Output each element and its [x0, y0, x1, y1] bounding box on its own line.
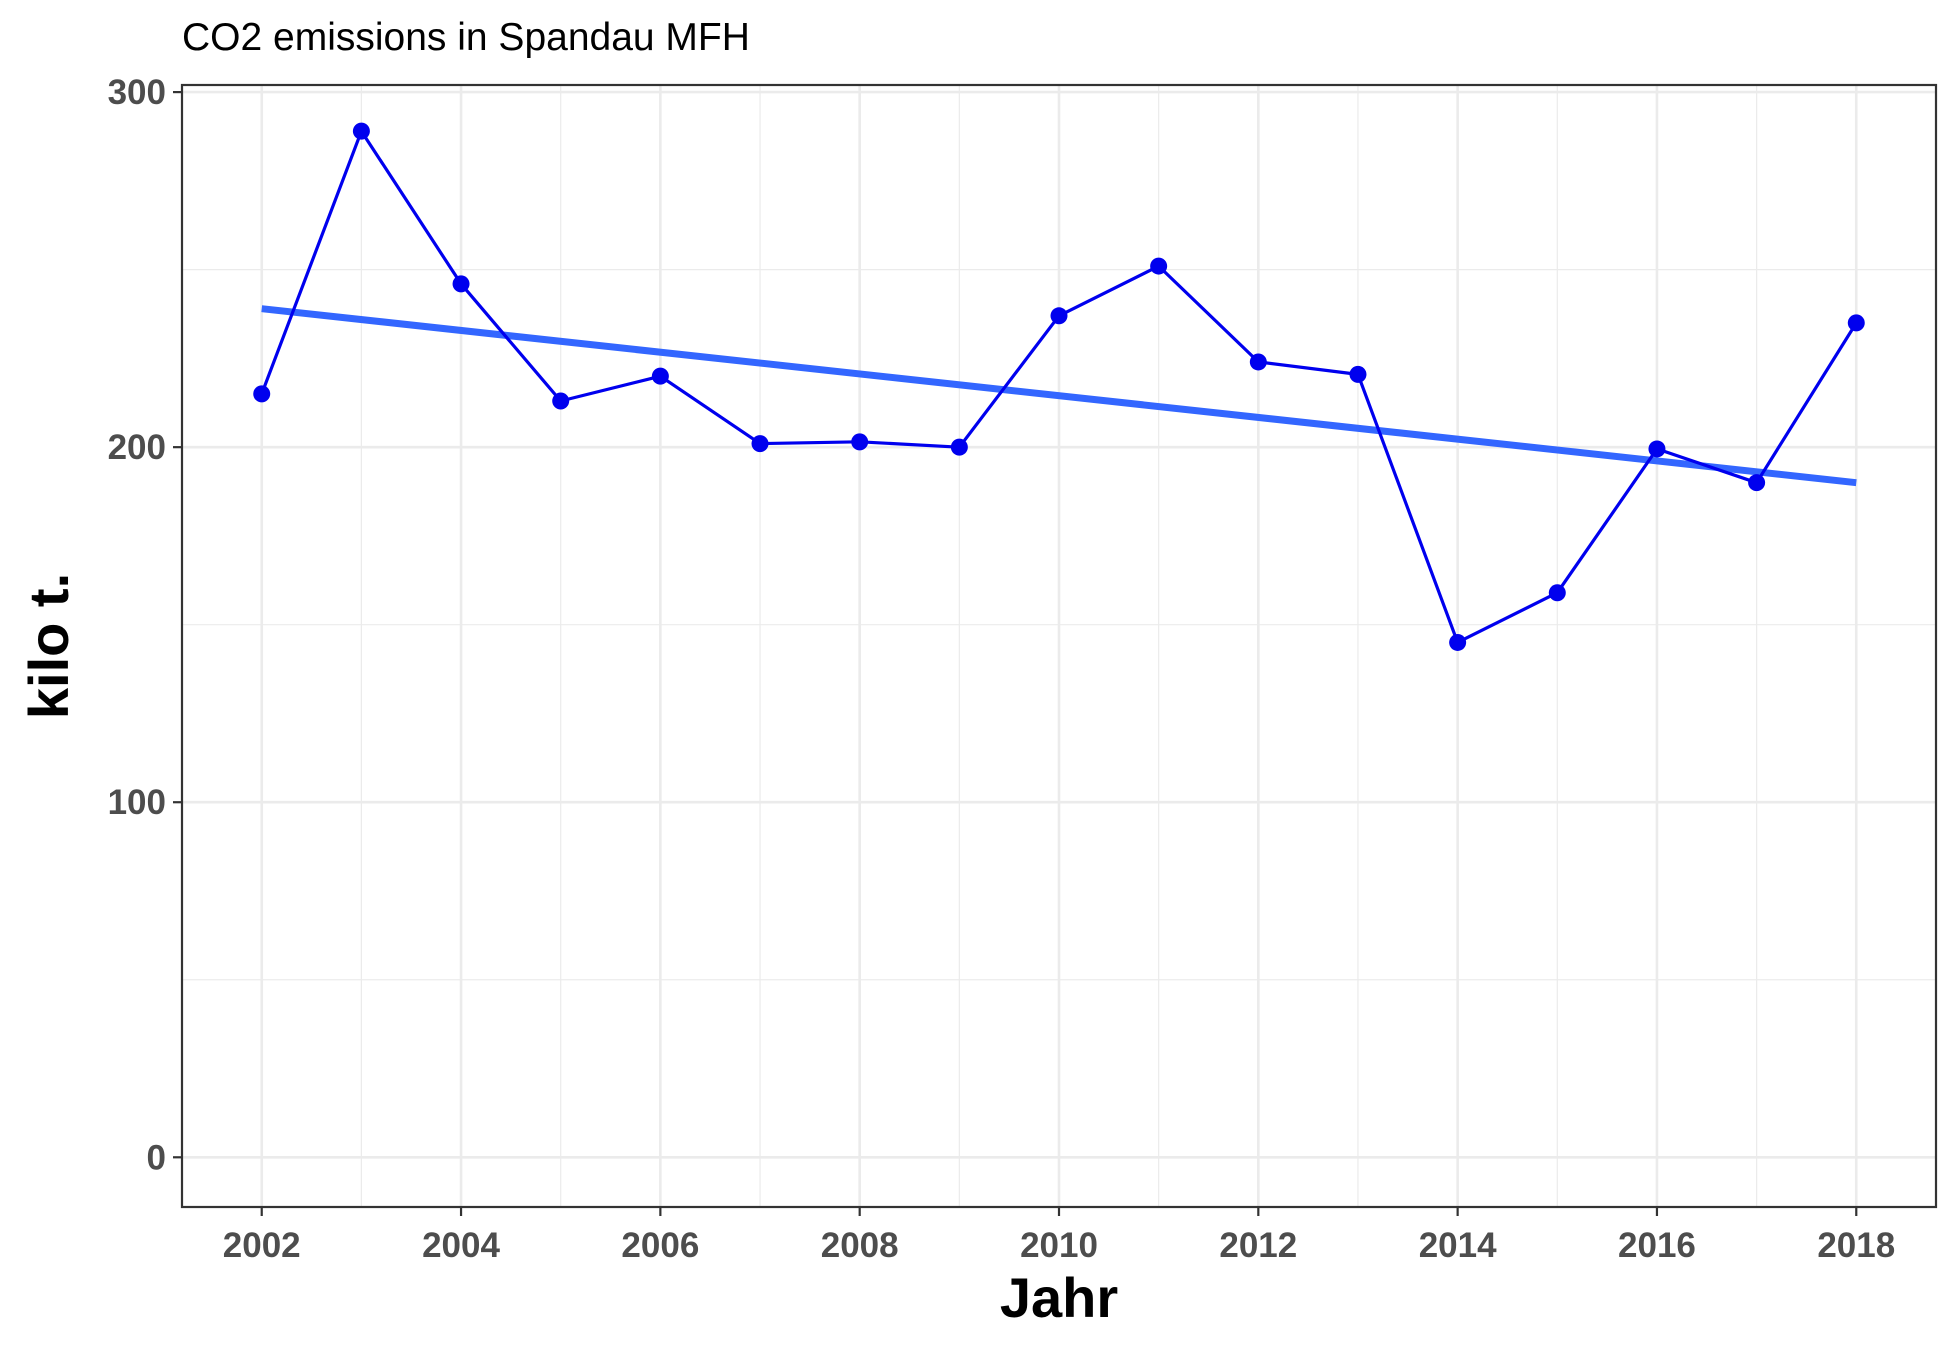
x-tick-label: 2008 [821, 1226, 899, 1265]
x-tick-label: 2018 [1817, 1226, 1895, 1265]
grid-major [182, 85, 1936, 1207]
y-tick-label: 200 [108, 428, 166, 467]
data-point [950, 438, 968, 456]
data-point [1847, 314, 1865, 332]
data-point [1150, 257, 1168, 275]
y-axis: 0 100 200 300 [108, 73, 182, 1177]
data-point [1449, 633, 1467, 651]
chart-title: CO2 emissions in Spandau MFH [182, 16, 750, 59]
y-tick-label: 300 [108, 73, 166, 112]
x-tick-label: 2010 [1020, 1226, 1098, 1265]
y-tick-label: 0 [147, 1138, 166, 1177]
x-axis-title: Jahr [1000, 1266, 1118, 1329]
data-point [651, 367, 669, 385]
data-point [1648, 440, 1666, 458]
y-tick-label: 100 [108, 783, 166, 822]
data-point [1349, 365, 1367, 383]
data-point [851, 433, 869, 451]
x-tick-label: 2002 [223, 1226, 301, 1265]
trend-line [261, 305, 1857, 487]
data-point [1249, 353, 1267, 371]
data-point [452, 275, 470, 293]
data-point [352, 122, 370, 140]
data-point [1748, 474, 1766, 492]
data-point [253, 385, 271, 403]
x-tick-label: 2006 [621, 1226, 699, 1265]
x-tick-label: 2012 [1219, 1226, 1297, 1265]
trend-layer [261, 305, 1857, 487]
x-tick-label: 2016 [1618, 1226, 1696, 1265]
data-point [751, 435, 769, 453]
x-tick-label: 2014 [1419, 1226, 1497, 1265]
y-axis-title: kilo t. [17, 573, 80, 719]
data-point [552, 392, 570, 410]
x-axis: 2002 2004 2006 2008 2010 2012 2014 2016 2018 [223, 1207, 1895, 1265]
series-layer [253, 122, 1865, 651]
x-tick-label: 2004 [422, 1226, 500, 1265]
data-point [1050, 307, 1068, 325]
data-point [1548, 584, 1566, 602]
